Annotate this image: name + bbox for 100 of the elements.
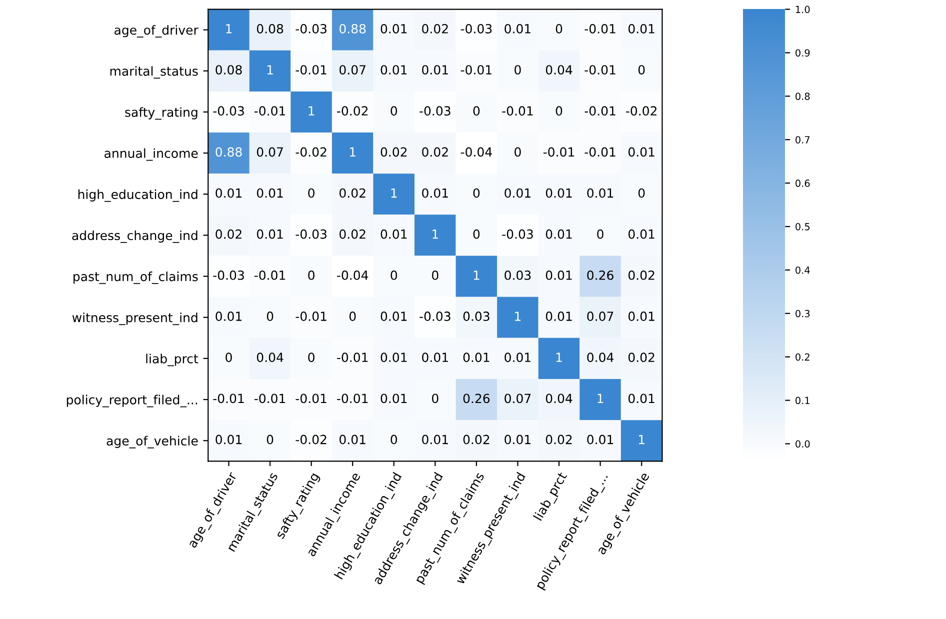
data-label: 0: [308, 188, 314, 198]
data-label: 0.01: [546, 188, 572, 198]
data-label: 0.01: [628, 24, 654, 34]
data-label: 0.01: [628, 147, 654, 157]
data-label: 0.01: [587, 188, 614, 198]
data-label: 0: [390, 270, 398, 280]
color-bar-label: 1.0: [796, 6, 810, 14]
data-label: 0.01: [546, 312, 572, 322]
data-label: 0.01: [380, 229, 407, 239]
data-label: 0.01: [216, 434, 242, 444]
data-label: 0.01: [256, 229, 283, 239]
data-label: 0.07: [504, 394, 531, 404]
data-label: 0.01: [340, 434, 366, 444]
data-label: 1: [515, 312, 521, 321]
data-label: -0.01: [584, 24, 616, 34]
data-label: 0: [638, 188, 645, 198]
data-label: 0: [390, 106, 398, 116]
data-label: 1: [391, 188, 397, 198]
data-label: -0.03: [213, 106, 244, 116]
data-label: 0.01: [422, 434, 448, 444]
y-tick-label: age_of_driver: [114, 25, 198, 38]
data-label: 0.01: [504, 188, 530, 198]
data-label: 0.04: [587, 352, 614, 362]
data-label: 0.02: [422, 147, 448, 157]
data-label: 0.01: [504, 24, 530, 34]
color-bar-label: 0.1: [796, 396, 810, 404]
y-tick-label: policy_report_filed_...: [66, 394, 198, 408]
data-label: -0.02: [296, 434, 326, 444]
data-label: 0: [432, 270, 438, 280]
y-tick-label: high_education_ind: [78, 189, 198, 202]
data-label: -0.02: [626, 106, 656, 116]
data-label: 1: [226, 24, 232, 34]
data-label: 0.07: [256, 147, 283, 157]
data-label: 0.07: [587, 312, 614, 322]
data-label: 0.08: [216, 65, 242, 75]
data-label: 0: [556, 106, 562, 116]
data-label: 0.02: [216, 229, 242, 239]
color-bar-label: 0.0: [796, 440, 810, 448]
data-label: -0.03: [420, 312, 450, 322]
data-label: -0.01: [337, 394, 368, 404]
data-label: 0.01: [380, 312, 407, 322]
data-label: 0.88: [216, 147, 242, 157]
data-label: -0.03: [420, 106, 450, 116]
color-bar-label: 0.6: [796, 180, 810, 187]
y-tick-label: safty_rating: [125, 107, 198, 120]
data-label: 0: [514, 65, 521, 75]
data-label: 0.02: [546, 434, 572, 444]
data-label: 0.26: [463, 394, 490, 404]
data-label: 0.03: [504, 270, 531, 280]
data-label: 0.01: [628, 394, 654, 404]
data-label: -0.01: [337, 352, 368, 362]
data-label: -0.01: [543, 147, 574, 157]
data-label: 0: [266, 312, 274, 322]
data-label: 0.02: [422, 24, 448, 34]
data-label: -0.02: [296, 147, 326, 157]
data-label: 0.01: [628, 229, 654, 239]
data-label: -0.01: [502, 106, 533, 116]
data-label: 1: [556, 352, 562, 362]
data-label: -0.04: [337, 270, 368, 280]
data-label: -0.01: [584, 65, 616, 75]
data-label: 0.02: [340, 188, 366, 198]
data-label: -0.03: [296, 24, 326, 34]
data-label: 0.03: [463, 312, 490, 322]
data-label: 0.01: [504, 352, 530, 362]
data-label: 0.01: [628, 312, 654, 322]
data-label: -0.03: [460, 24, 492, 34]
data-label: 0.01: [546, 270, 572, 280]
data-label: 0.01: [256, 188, 283, 198]
data-label: 0.01: [422, 188, 448, 198]
data-label: 1: [598, 394, 604, 403]
data-label: 0.88: [340, 24, 366, 34]
data-label: -0.01: [296, 65, 326, 75]
color-bar-label: 0.3: [796, 310, 810, 318]
data-label: -0.01: [213, 394, 244, 404]
data-label: 0.01: [216, 188, 242, 198]
data-label: 0: [638, 65, 645, 75]
data-label: 1: [432, 230, 438, 239]
data-label: 0.01: [546, 229, 572, 239]
data-label: 0.01: [380, 394, 407, 404]
data-label: -0.01: [254, 270, 286, 280]
data-label: -0.01: [584, 106, 616, 116]
color-bar-label: 0.5: [796, 223, 810, 230]
data-label: 0.08: [256, 24, 284, 34]
data-label: 0: [514, 147, 521, 157]
data-label: 0.02: [628, 352, 654, 362]
data-label: -0.04: [460, 147, 492, 157]
data-label: 0.04: [546, 65, 572, 75]
data-label: 0.26: [587, 270, 614, 280]
data-label: -0.01: [296, 394, 326, 404]
data-label: 1: [308, 106, 314, 116]
color-bar-label: 0.2: [796, 353, 810, 361]
color-bar-label: 0.8: [796, 92, 810, 100]
data-label: -0.03: [213, 270, 244, 280]
data-label: 0: [556, 24, 562, 34]
data-label: 0.02: [380, 147, 407, 157]
data-label: 0: [349, 312, 356, 322]
data-label: 0.01: [380, 352, 407, 362]
data-label: 0: [390, 434, 398, 444]
data-label: 0: [308, 270, 314, 280]
data-label: 0.07: [340, 65, 366, 75]
